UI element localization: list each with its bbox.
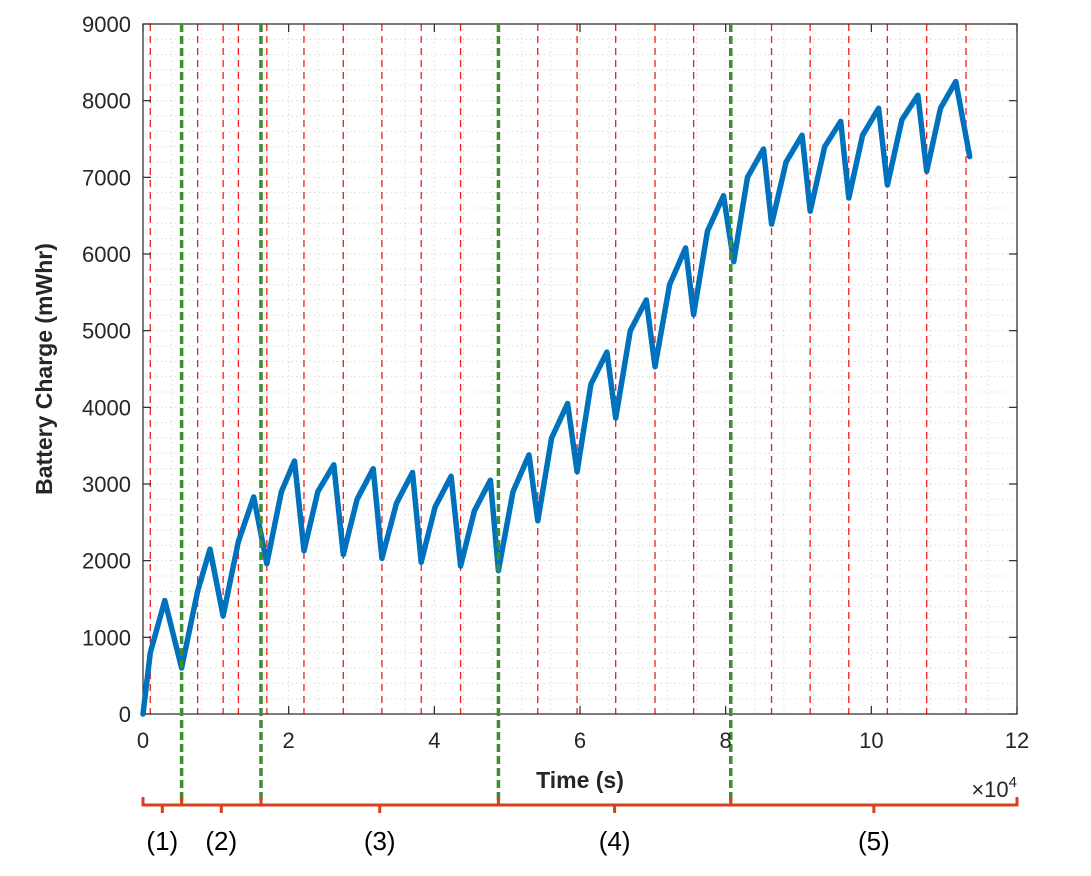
battery-charge-line — [140, 78, 973, 717]
y-tick-label: 7000 — [82, 165, 131, 190]
phase-braces — [141, 797, 1019, 813]
x-tick-label: 12 — [1005, 728, 1029, 753]
y-axis-title: Battery Charge (mWhr) — [31, 243, 57, 495]
phase-label: (1) — [146, 826, 178, 856]
y-tick-label: 0 — [119, 702, 131, 727]
y-tick-label: 5000 — [82, 319, 131, 344]
phase-label: (5) — [858, 826, 890, 856]
x-tick-label: 0 — [137, 728, 149, 753]
x-axis-title: Time (s) — [536, 767, 624, 793]
phase-boundary-lines — [179, 24, 733, 800]
y-tick-label: 2000 — [82, 549, 131, 574]
x-tick-labels: 0 2 4 6 8 10 12 — [137, 728, 1029, 753]
x-axis-exponent: ×104 — [971, 774, 1017, 802]
phase-label: (4) — [599, 826, 631, 856]
y-tick-label: 1000 — [82, 625, 131, 650]
grid-lines — [142, 23, 1018, 715]
phase-labels: (1) (2) (3) (4) (5) — [146, 826, 889, 856]
y-tick-label: 4000 — [82, 395, 131, 420]
x-exponent-base: ×10 — [971, 777, 1008, 802]
x-tick-label: 8 — [720, 728, 732, 753]
phase-label: (3) — [364, 826, 396, 856]
y-tick-labels: 0 1000 2000 3000 4000 5000 6000 7000 8000 9000 — [82, 12, 131, 727]
x-exponent-power: 4 — [1009, 774, 1017, 791]
phase-label: (2) — [205, 826, 237, 856]
y-tick-label: 8000 — [82, 89, 131, 114]
y-tick-label: 6000 — [82, 242, 131, 267]
axes-frame — [142, 23, 1018, 715]
x-tick-label: 6 — [574, 728, 586, 753]
y-tick-label: 3000 — [82, 472, 131, 497]
phase-brace — [729, 797, 1019, 813]
series-group — [140, 78, 973, 717]
x-tick-label: 4 — [428, 728, 440, 753]
x-tick-label: 2 — [283, 728, 295, 753]
y-tick-label: 9000 — [82, 12, 131, 37]
x-tick-label: 10 — [859, 728, 883, 753]
